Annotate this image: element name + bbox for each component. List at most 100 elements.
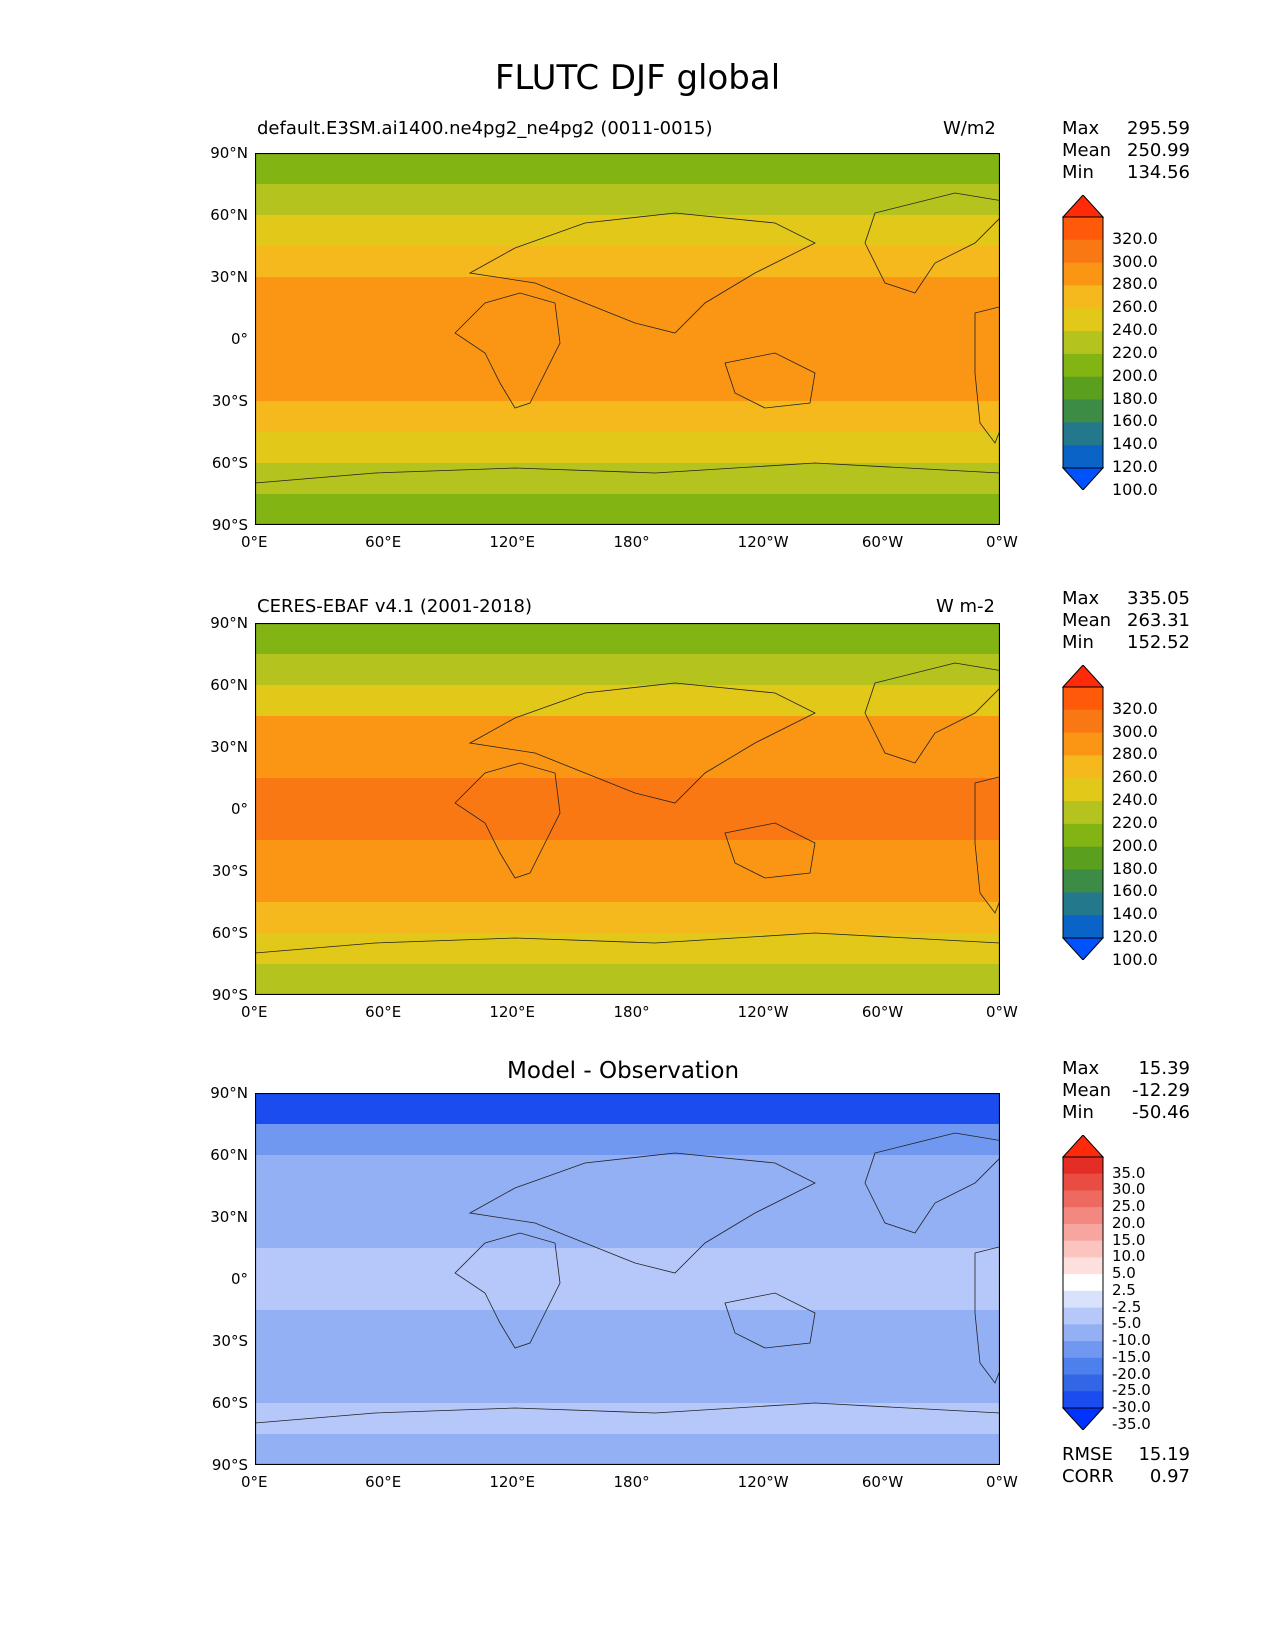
lon-tick-label: 0°E [241,1473,268,1491]
stat-label: Min [1062,162,1094,183]
coastline [724,1292,816,1349]
map-frame [255,623,1000,995]
lon-tick-label: 180° [613,1473,650,1491]
colorbar-tick-label: 20.0 [1112,1213,1146,1232]
panel2-left-title: CERES-EBAF v4.1 (2001-2018) [257,596,533,617]
colorbar-tick-label: 160.0 [1112,881,1158,901]
colorbar-tick-label: 240.0 [1112,790,1158,810]
lat-tick-label: 30°S [211,1332,248,1350]
colorbar-tick-label: 5.0 [1112,1264,1136,1283]
lon-tick-label: 60°E [365,533,402,551]
panel2-units: W m-2 [936,596,996,617]
lat-tick-label: 30°N [210,268,248,286]
lat-band [255,778,1000,810]
coastline [864,662,1000,764]
lat-tick-label: 60°N [210,206,248,224]
colorbar-extend-max [1061,665,1105,688]
lat-band [255,1155,1000,1187]
colorbar-tick-label: 260.0 [1112,297,1158,317]
lat-band [255,902,1000,934]
colorbar-segment [1063,262,1103,286]
lon-tick-label: 180° [613,1003,650,1021]
colorbar-tick-label: -35.0 [1112,1414,1151,1433]
lat-band [255,716,1000,748]
lon-tick-label: 0°E [241,1003,268,1021]
colorbar-segment [1063,755,1103,779]
lat-band [255,339,1000,371]
stat-label: Min [1062,632,1094,653]
stat-max: 335.05 [1127,588,1190,609]
colorbar-segment [1063,801,1103,825]
colorbar-frame [1062,1156,1104,1409]
panel1-map [255,153,1000,525]
colorbar-tick-label: 280.0 [1112,744,1158,764]
colorbar-tick-label: -15.0 [1112,1347,1151,1366]
colorbar-tick-label: -20.0 [1112,1364,1151,1383]
colorbar-segment [1063,308,1103,332]
stat-label: Mean [1062,1080,1112,1101]
colorbar-tick-label: 220.0 [1112,342,1158,362]
lat-tick-label: 60°S [211,1394,248,1412]
coastline [454,1232,561,1349]
coastline [864,192,1000,294]
lon-tick-label: 120°W [737,533,789,551]
colorbar-tick-label: -2.5 [1112,1297,1142,1316]
lat-tick-label: 30°S [211,862,248,880]
lat-band [255,308,1000,340]
colorbar-segment [1063,331,1103,355]
colorbar-segment [1063,1190,1103,1208]
lat-tick-label: 90°N [210,1084,248,1102]
stat-mean: -12.29 [1131,1080,1190,1101]
colorbar-segment [1063,1223,1103,1242]
lat-band [255,1372,1000,1404]
colorbar-segment [1063,239,1103,264]
lat-tick-label: 30°N [210,1208,248,1226]
lat-band [255,1248,1000,1280]
coastline [974,776,1000,914]
lat-band [255,246,1000,278]
colorbar-segment [1063,1307,1103,1325]
lat-tick-label: 0° [230,800,248,818]
colorbar-tick-label: -5.0 [1112,1314,1142,1333]
colorbar-tick-label: -30.0 [1112,1398,1151,1416]
stat-label: Max [1062,588,1100,609]
panel1-left-title: default.E3SM.ai1400.ne4pg2_ne4pg2 (0011-… [257,118,713,139]
coastline [468,212,816,334]
stat-min: 134.56 [1127,162,1190,183]
stat-label: Min [1062,1102,1094,1123]
panel1-stats: Max 295.59 Mean 250.99 Min 134.56 [1062,118,1190,184]
coastline [454,292,561,409]
lat-tick-label: 60°N [210,676,248,694]
colorbar-tick-label: 220.0 [1112,812,1158,832]
coastline [864,1132,1000,1234]
lat-band [255,933,1000,965]
lon-tick-label: 120°W [737,1003,789,1021]
stat-rmse: 15.19 [1138,1444,1190,1465]
colorbar-segment [1063,422,1103,446]
lat-tick-label: 0° [230,330,248,348]
colorbar-tick-label: -25.0 [1112,1381,1151,1400]
colorbar-tick-label: 30.0 [1112,1180,1146,1199]
colorbar-segment [1063,1290,1103,1309]
colorbar-segment [1063,823,1103,848]
colorbar-extend-min [1061,937,1105,960]
panel1-colorbar [1061,195,1105,490]
colorbar-extend-max [1061,1135,1105,1158]
colorbar-tick-label: 100.0 [1112,479,1158,499]
lat-band [255,809,1000,841]
colorbar-segment [1063,1274,1103,1292]
lat-band [255,215,1000,247]
lat-band [255,1310,1000,1342]
lat-tick-label: 90°S [211,516,248,534]
map-frame [255,153,1000,525]
lat-band [255,1093,1000,1125]
lat-tick-label: 60°N [210,1146,248,1164]
panel2-stats: Max 335.05 Mean 263.31 Min 152.52 [1062,588,1190,654]
stat-min: 152.52 [1127,632,1190,653]
colorbar-tick-label: 300.0 [1112,251,1158,271]
lat-band [255,1279,1000,1311]
map-frame [255,1093,1000,1465]
lon-tick-label: 60°W [861,1473,904,1491]
coastline [974,306,1000,444]
lon-tick-label: 180° [613,533,650,551]
